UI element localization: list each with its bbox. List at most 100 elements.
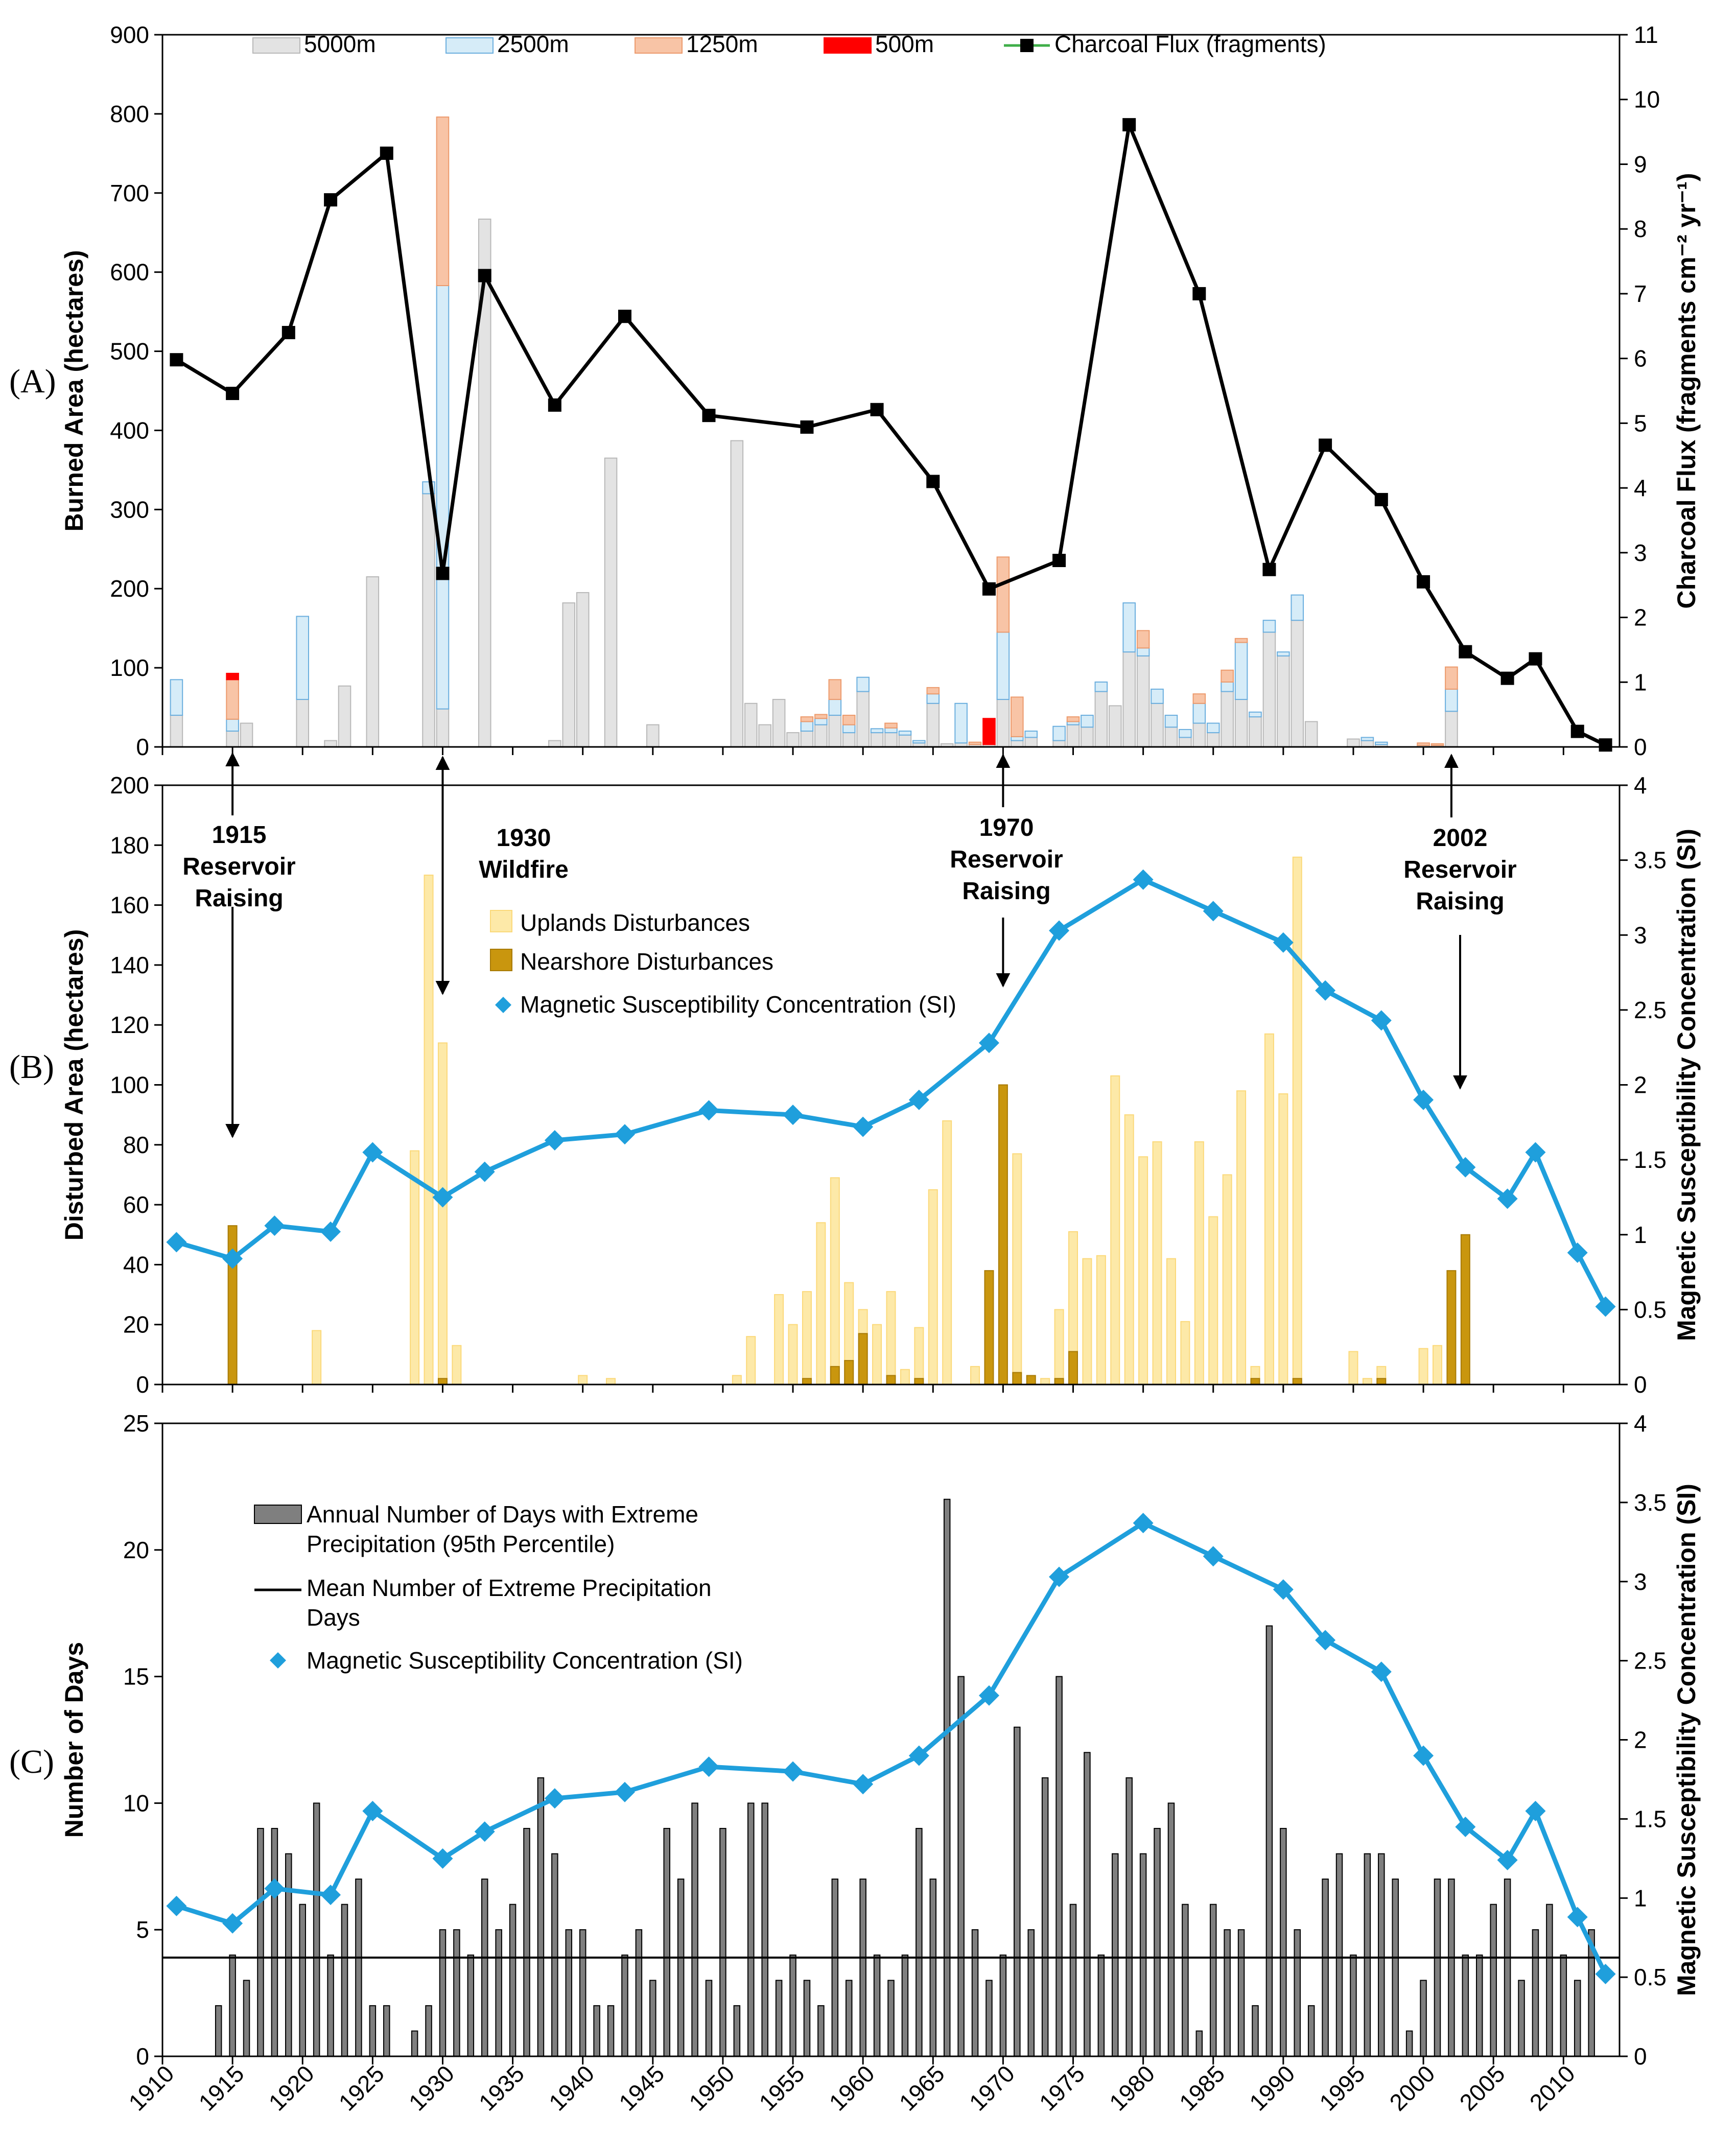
burned-area-bar-5000m-2002 bbox=[1445, 711, 1458, 748]
burned-area-bar-5000m-1963 bbox=[898, 734, 912, 748]
legend-label-precip-line1: Annual Number of Days with Extreme bbox=[307, 1501, 698, 1528]
charcoal-flux-point-1943 bbox=[618, 310, 631, 323]
extreme-precip-bar-1968 bbox=[971, 1929, 979, 2057]
uplands-disturbance-bar-1983 bbox=[1180, 1321, 1190, 1385]
magnetic-susceptibility-point-c-1990 bbox=[1273, 1579, 1294, 1600]
panel-label-c: (C) bbox=[9, 1743, 54, 1780]
burned-area-bar-5000m-1989 bbox=[1262, 631, 1276, 748]
chart-axes-layer bbox=[154, 34, 1628, 2064]
burned-area-bar-1250m-1930 bbox=[436, 116, 450, 286]
burned-area-bar-5000m-1920 bbox=[296, 699, 310, 747]
uplands-disturbance-bar-1976 bbox=[1082, 1258, 1092, 1385]
extreme-precip-bar-1985 bbox=[1209, 1904, 1217, 2057]
tick-label-c-y2-7: 3.5 bbox=[1634, 1489, 1667, 1516]
charcoal-flux-line bbox=[175, 123, 1607, 747]
burned-area-bar-2500m-1980 bbox=[1136, 647, 1150, 656]
magnetic-susceptibility-point-c-2006 bbox=[1497, 1849, 1518, 1870]
x-tick-label-1915: 1915 bbox=[194, 2060, 249, 2116]
burned-area-bar-5000m-1981 bbox=[1151, 702, 1164, 748]
burned-area-bar-2500m-1990 bbox=[1277, 651, 1290, 656]
nearshore-disturbance-bar-1969 bbox=[984, 1270, 994, 1385]
tick-label-a-y2-3: 3 bbox=[1634, 539, 1647, 566]
legend-swatch-nearshore bbox=[490, 949, 512, 971]
burned-area-bar-1250m-1959 bbox=[842, 715, 856, 725]
nearshore-disturbance-bar-1930 bbox=[437, 1378, 448, 1386]
uplands-disturbance-bar-1954 bbox=[774, 1294, 784, 1386]
magnetic-susceptibility-point-b-1997 bbox=[1371, 1010, 1392, 1031]
tick-label-b-y2-2: 1 bbox=[1634, 1222, 1647, 1248]
burned-area-bar-2500m-1989 bbox=[1262, 620, 1276, 633]
annotation-1970-line-2: Raising bbox=[962, 878, 1050, 905]
extreme-precip-bar-1932 bbox=[467, 1954, 475, 2057]
burned-area-bar-2500m-1960 bbox=[856, 676, 870, 692]
tick-label-c-y2-2: 1 bbox=[1634, 1885, 1647, 1911]
burned-area-bar-2500m-1984 bbox=[1192, 702, 1206, 724]
charcoal-flux-point-2006 bbox=[1500, 671, 1514, 685]
nearshore-disturbance-bar-1972 bbox=[1026, 1375, 1036, 1386]
x-tick-label-2000: 2000 bbox=[1384, 2060, 1440, 2116]
burned-area-bar-5000m-1965 bbox=[926, 702, 940, 748]
annotation-1970-line-1: Reservoir bbox=[950, 846, 1063, 873]
magnetic-susceptibility-point-c-1985 bbox=[1203, 1546, 1224, 1567]
magnetic-susceptibility-line-b bbox=[176, 877, 1608, 1308]
burned-area-bar-1250m-1962 bbox=[884, 722, 898, 729]
extreme-precip-bar-1972 bbox=[1027, 1929, 1035, 2057]
tick-label-b-y-6: 120 bbox=[110, 1012, 149, 1038]
burned-area-bar-2500m-1981 bbox=[1151, 688, 1164, 704]
extreme-precip-bar-2009 bbox=[1546, 1904, 1553, 2057]
extreme-precip-bar-1996 bbox=[1364, 1853, 1371, 2057]
burned-area-bar-5000m-1970 bbox=[996, 699, 1010, 747]
legend-label-uplands: Uplands Disturbances bbox=[520, 909, 750, 936]
uplands-disturbance-bar-2001 bbox=[1432, 1345, 1443, 1385]
tick-label-a-y-5: 500 bbox=[110, 338, 149, 365]
uplands-disturbance-bar-1984 bbox=[1194, 1141, 1204, 1386]
nearshore-disturbance-bar-2002 bbox=[1446, 1270, 1457, 1385]
extreme-precip-bar-1949 bbox=[705, 1980, 713, 2057]
charcoal-flux-point-2008 bbox=[1529, 652, 1542, 666]
uplands-disturbance-bar-1977 bbox=[1096, 1255, 1106, 1385]
charcoal-flux-point-1930 bbox=[436, 567, 450, 580]
x-tick-label-1940: 1940 bbox=[544, 2060, 599, 2116]
extreme-precip-bar-1998 bbox=[1392, 1879, 1399, 2057]
extreme-precip-bar-1989 bbox=[1265, 1625, 1273, 2057]
extreme-precip-bar-1967 bbox=[957, 1676, 965, 2057]
extreme-precip-bar-1984 bbox=[1195, 2030, 1203, 2057]
y-axis-title-c: Number of Days bbox=[60, 1642, 88, 1838]
extreme-precip-bar-1921 bbox=[313, 1802, 320, 2057]
burned-area-bar-1250m-1968 bbox=[968, 741, 982, 745]
legend-label-magnetic-b: Magnetic Susceptibility Concentration (S… bbox=[520, 991, 956, 1018]
burned-area-bar-5000m-1930 bbox=[436, 708, 450, 747]
uplands-disturbance-bar-1955 bbox=[788, 1324, 798, 1385]
burned-area-bar-1250m-1957 bbox=[814, 714, 828, 719]
uplands-disturbance-bar-1951 bbox=[732, 1375, 742, 1386]
charcoal-flux-point-1984 bbox=[1192, 287, 1206, 300]
extreme-precip-bar-1928 bbox=[411, 2030, 418, 2057]
extreme-precip-bar-1952 bbox=[747, 1802, 755, 2057]
uplands-disturbance-bar-1968 bbox=[970, 1366, 980, 1386]
magnetic-susceptibility-point-c-1969 bbox=[978, 1685, 999, 1706]
extreme-precip-bar-1992 bbox=[1307, 2005, 1315, 2057]
extreme-precip-bar-2008 bbox=[1532, 1929, 1539, 2057]
burned-area-bar-5000m-1990 bbox=[1277, 655, 1290, 748]
burned-area-bar-5000m-1961 bbox=[870, 732, 884, 747]
tick-label-a-y2-7: 7 bbox=[1634, 280, 1647, 307]
charcoal-flux-point-1919 bbox=[281, 325, 295, 339]
nearshore-disturbance-bar-1960 bbox=[858, 1333, 868, 1385]
extreme-precip-bar-1970 bbox=[999, 1954, 1007, 2057]
chart-marks-layer bbox=[162, 116, 1620, 2057]
nearshore-disturbance-bar-1997 bbox=[1376, 1378, 1387, 1386]
charcoal-flux-point-2013 bbox=[1599, 738, 1612, 752]
burned-area-bar-5000m-1923 bbox=[338, 685, 351, 748]
magnetic-susceptibility-point-c-1949 bbox=[698, 1756, 719, 1777]
magnetic-susceptibility-point-b-1980 bbox=[1133, 869, 1154, 890]
extreme-precip-bar-1926 bbox=[383, 2005, 390, 2057]
magnetic-susceptibility-point-c-1911 bbox=[166, 1895, 187, 1916]
x-tick-label-1950: 1950 bbox=[684, 2060, 739, 2116]
extreme-precip-bar-1920 bbox=[299, 1904, 306, 2057]
uplands-disturbance-bar-1957 bbox=[816, 1222, 826, 1386]
tick-label-c-y2-1: 0.5 bbox=[1634, 1964, 1667, 1990]
charcoal-flux-point-1926 bbox=[380, 146, 393, 160]
panel-label-b: (B) bbox=[9, 1048, 54, 1086]
burned-area-bar-5000m-1978 bbox=[1108, 705, 1122, 747]
legend-label-nearshore: Nearshore Disturbances bbox=[520, 948, 773, 975]
